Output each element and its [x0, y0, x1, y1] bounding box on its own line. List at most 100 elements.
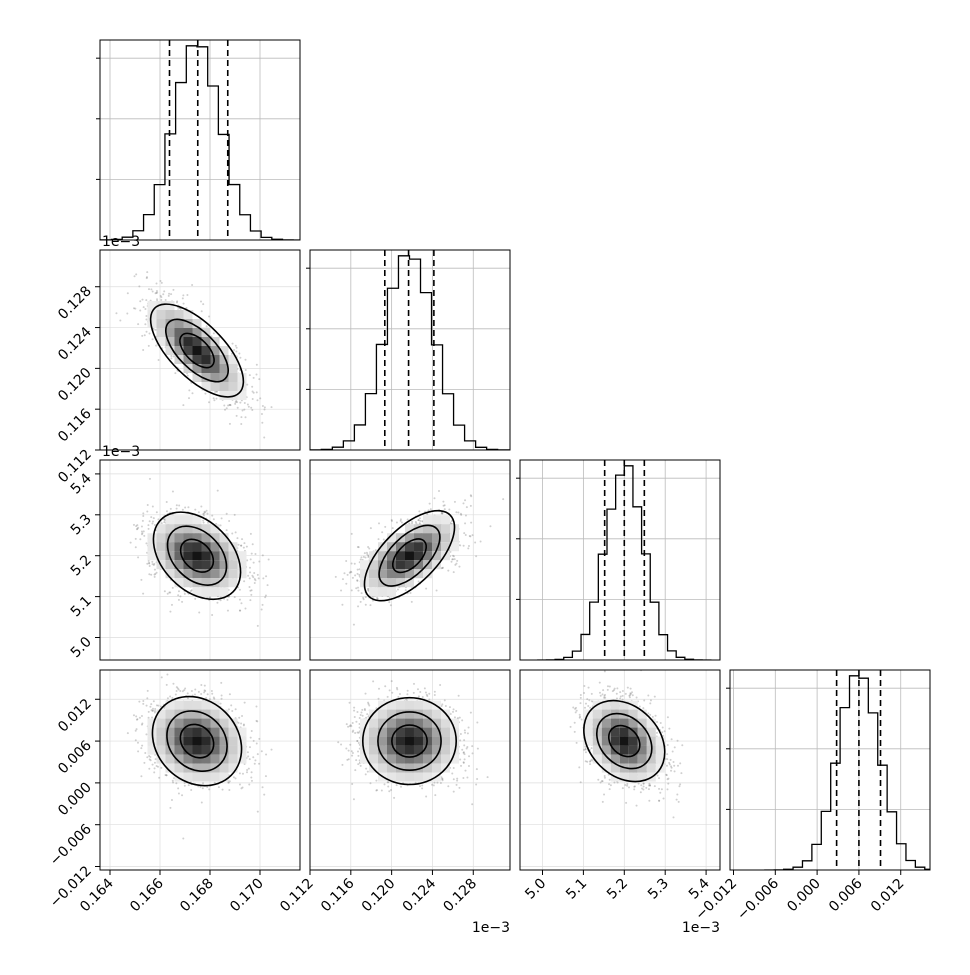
- scatter-point: [150, 703, 153, 706]
- scatter-point: [354, 732, 357, 735]
- scatter-point: [164, 298, 167, 301]
- scatter-point: [135, 718, 138, 721]
- scatter-point: [679, 783, 682, 786]
- scatter-point: [355, 759, 358, 762]
- scatter-point: [148, 754, 151, 757]
- scatter-point: [228, 403, 231, 406]
- scatter-point: [374, 549, 377, 552]
- scatter-point: [265, 575, 268, 578]
- scatter-point: [227, 781, 230, 784]
- scatter-point: [666, 744, 669, 747]
- scatter-point: [168, 292, 171, 295]
- scatter-point: [248, 746, 251, 749]
- scatter-point: [240, 416, 243, 419]
- density-cell: [210, 542, 220, 552]
- density-cell: [192, 587, 202, 597]
- scatter-point: [213, 697, 216, 700]
- panel-frame: [309, 459, 511, 661]
- scatter-point: [433, 497, 436, 500]
- scatter-point: [574, 707, 577, 710]
- scatter-point: [676, 793, 679, 796]
- density-cell: [201, 727, 211, 737]
- scatter-point: [160, 522, 163, 525]
- scatter-point: [155, 764, 158, 767]
- scatter-point: [396, 588, 399, 591]
- scatter-point: [666, 716, 669, 719]
- scatter-point: [151, 522, 154, 525]
- scatter-point: [631, 694, 634, 697]
- scatter-point: [461, 748, 464, 751]
- scatter-point: [241, 786, 244, 789]
- density-cell: [156, 542, 166, 552]
- scatter-point: [452, 708, 455, 711]
- density-cell: [174, 515, 184, 525]
- scatter-point: [642, 788, 645, 791]
- scatter-point: [250, 729, 253, 732]
- scatter-point: [171, 779, 174, 782]
- scatter-point: [337, 741, 340, 744]
- scatter-point: [234, 344, 237, 347]
- scatter-point: [624, 692, 627, 695]
- scatter-point: [194, 688, 197, 691]
- scatter-point: [367, 701, 370, 704]
- density-cell: [628, 736, 638, 746]
- scatter-point: [357, 731, 360, 734]
- scatter-point: [672, 816, 675, 819]
- scatter-point: [350, 571, 353, 574]
- density-cell: [183, 542, 193, 552]
- scatter-point: [141, 532, 144, 535]
- scatter-point: [267, 558, 270, 561]
- scatter-point: [220, 517, 223, 520]
- scatter-point: [388, 790, 391, 793]
- scatter-point: [362, 598, 365, 601]
- scatter-point: [419, 691, 422, 694]
- scatter-point: [391, 691, 394, 694]
- scatter-point: [364, 603, 367, 606]
- scatter-point: [653, 695, 656, 698]
- scatter-point: [160, 676, 163, 679]
- scatter-point: [171, 490, 174, 493]
- density-cell: [404, 560, 414, 570]
- scatter-point: [238, 772, 241, 775]
- scatter-point: [183, 689, 186, 692]
- scatter-point: [228, 422, 231, 425]
- scatter-point: [143, 761, 146, 764]
- scatter-point: [427, 509, 430, 512]
- density-cell: [404, 763, 414, 773]
- scatter-point: [449, 713, 452, 716]
- scatter-point: [190, 789, 193, 791]
- density-cell: [183, 745, 193, 755]
- density-cell: [201, 578, 211, 588]
- density-cell: [192, 772, 202, 782]
- density-cell: [601, 754, 611, 764]
- scatter-point: [451, 772, 454, 775]
- scatter-point: [462, 544, 465, 547]
- scatter-point: [144, 308, 147, 311]
- density-cell: [359, 569, 369, 579]
- scatter-point: [261, 786, 264, 789]
- scatter-point: [637, 782, 640, 785]
- scatter-point: [165, 774, 168, 777]
- density-cell: [210, 772, 220, 782]
- scatter-point: [395, 521, 398, 524]
- scatter-point: [369, 782, 372, 785]
- scatter-point: [341, 578, 344, 581]
- scatter-point: [458, 565, 461, 568]
- scatter-point: [390, 680, 393, 683]
- scatter-point: [349, 724, 352, 727]
- scatter-point: [626, 686, 629, 689]
- x-tick-label: 0.168: [177, 876, 217, 916]
- scatter-point: [165, 774, 168, 777]
- scatter-point: [175, 507, 178, 510]
- scatter-point: [414, 781, 417, 784]
- scatter-point: [476, 777, 479, 780]
- scatter-point: [228, 789, 231, 792]
- scatter-point: [645, 786, 648, 789]
- scatter-point: [154, 328, 157, 331]
- scatter-point: [208, 698, 211, 701]
- density-cell: [583, 736, 593, 746]
- scatter-point: [642, 785, 645, 788]
- scatter-point: [146, 504, 149, 507]
- scatter-point: [252, 561, 255, 564]
- scatter-point: [601, 693, 604, 696]
